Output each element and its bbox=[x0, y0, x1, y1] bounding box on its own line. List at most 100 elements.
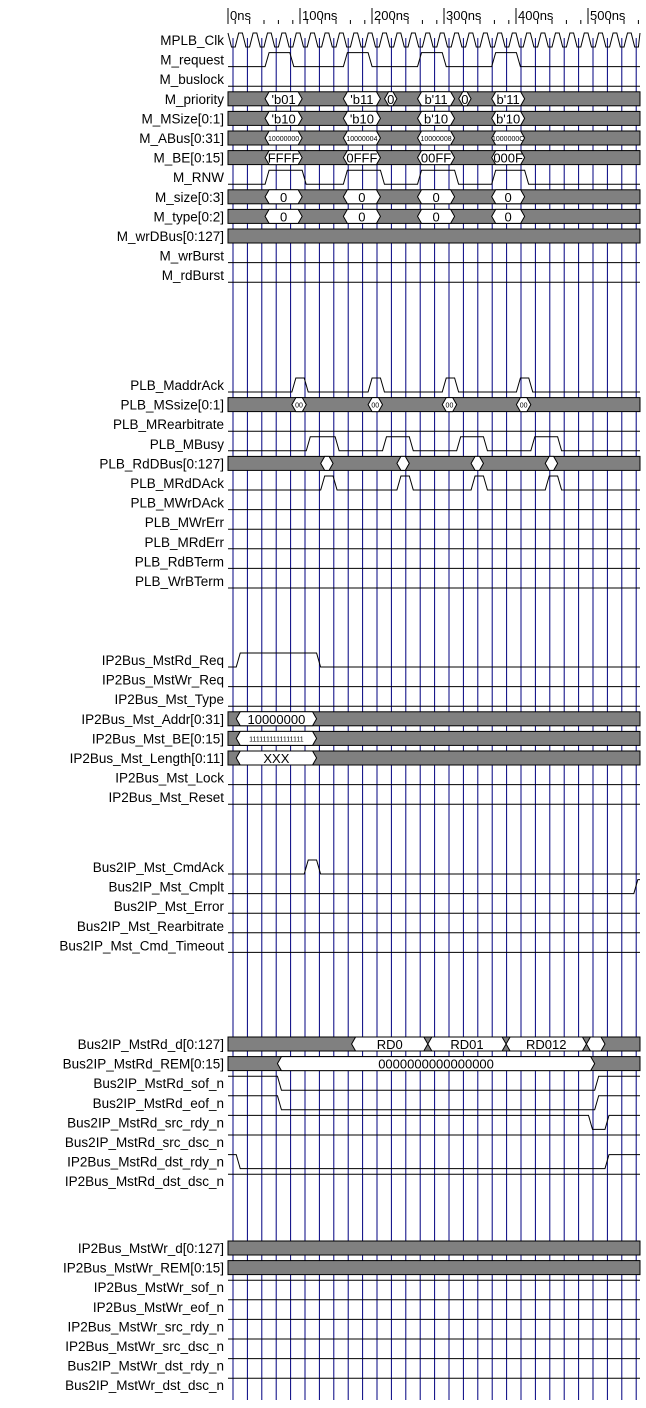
signal-name: Bus2IP_Mst_CmdAck bbox=[93, 860, 225, 875]
signal-name: IP2Bus_Mst_Addr[0:31] bbox=[81, 712, 224, 727]
signal-name: Bus2IP_MstRd_d[0:127] bbox=[78, 1037, 224, 1052]
waveform bbox=[228, 377, 640, 393]
signal-name: PLB_WrBTerm bbox=[135, 574, 224, 589]
bus-value-segment bbox=[544, 455, 559, 471]
signal-name: MPLB_Clk bbox=[160, 33, 224, 48]
signal-name: M_type[0:2] bbox=[153, 209, 224, 224]
time-label: 300ns bbox=[446, 8, 482, 23]
bus-value-segment bbox=[342, 91, 382, 107]
bus-value-segment bbox=[276, 1056, 596, 1072]
signal-name: PLB_MWrErr bbox=[145, 515, 225, 530]
signal-name: IP2Bus_MstWr_src_rdy_n bbox=[67, 1319, 224, 1334]
bus-undefined bbox=[227, 228, 641, 244]
signal-name: PLB_MRearbitrate bbox=[113, 417, 224, 432]
bus-value-label: 'b10 bbox=[350, 111, 374, 126]
bus-value-segment bbox=[470, 455, 485, 471]
signal-name: IP2Bus_MstWr_Req bbox=[102, 673, 224, 688]
signal-name: PLB_RdDBus[0:127] bbox=[99, 456, 224, 471]
signal-name: PLB_MRdErr bbox=[144, 535, 224, 550]
bus-value-segment bbox=[416, 189, 456, 205]
bus-value-segment bbox=[416, 150, 456, 166]
bus-value-segment bbox=[264, 208, 303, 224]
waveform bbox=[228, 859, 640, 875]
signal-name: Bus2IP_Mst_Cmd_Timeout bbox=[59, 938, 224, 953]
bus-value-label: 0 bbox=[505, 209, 512, 224]
bus-value-segment bbox=[458, 91, 472, 107]
signal-name: Bus2IP_MstRd_sof_n bbox=[93, 1076, 224, 1091]
bus-undefined bbox=[227, 1260, 641, 1276]
signal-name: PLB_MBusy bbox=[150, 437, 225, 452]
bus-value-segment bbox=[291, 397, 307, 413]
bus-value-label: 0FFF bbox=[346, 151, 377, 166]
signal-group-plb-slave-response: PLB_MaddrAck PLB_MSsize[0:1] 00 00 00 00 PLB_M… bbox=[99, 377, 641, 589]
bus-value-segment bbox=[416, 130, 456, 146]
bus-undefined bbox=[227, 397, 641, 413]
waveform bbox=[228, 169, 640, 185]
waveform bbox=[228, 652, 640, 668]
bus-value-label: 0 bbox=[432, 190, 439, 205]
bus-value-label: 'b10 bbox=[272, 111, 296, 126]
bus-value-label: 0 bbox=[280, 209, 287, 224]
bus-value-label: XXX bbox=[263, 751, 289, 766]
bus-value-segment bbox=[235, 750, 318, 766]
bus-value-segment bbox=[342, 110, 382, 126]
signal-group-write-ll-interface: IP2Bus_MstWr_d[0:127] IP2Bus_MstWr_REM[0:… bbox=[63, 1240, 641, 1393]
bus-value-label: RD012 bbox=[526, 1037, 566, 1052]
waveform bbox=[228, 52, 640, 68]
signal-name: M_ABus[0:31] bbox=[139, 131, 224, 146]
bus-value-label: FFFF bbox=[268, 151, 300, 166]
signal-name: Bus2IP_MstRd_REM[0:15] bbox=[63, 1057, 224, 1072]
bus-value-segment bbox=[342, 150, 382, 166]
signal-name: IP2Bus_Mst_BE[0:15] bbox=[92, 731, 224, 746]
bus-value-label: 'b11 bbox=[350, 92, 373, 107]
signal-name: IP2Bus_Mst_Reset bbox=[108, 790, 224, 805]
waveform bbox=[228, 1095, 640, 1111]
bus-value-label: 00 bbox=[520, 403, 528, 410]
bus-value-label: 0 bbox=[387, 92, 394, 107]
signal-name: PLB_MRdDAck bbox=[130, 476, 224, 491]
bus-value-label: 10000004 bbox=[346, 136, 377, 143]
signal-name: M_BE[0:15] bbox=[153, 151, 224, 166]
bus-value-label: 000F bbox=[493, 151, 523, 166]
signal-name: Bus2IP_Mst_Rearbitrate bbox=[77, 919, 224, 934]
bus-value-label: b'11 bbox=[497, 92, 520, 107]
signal-name: IP2Bus_Mst_Length[0:11] bbox=[70, 751, 224, 766]
bus-value-segment bbox=[264, 130, 303, 146]
bus-value-segment bbox=[383, 91, 398, 107]
waveform bbox=[227, 32, 641, 48]
bus-value-label: 10000000 bbox=[247, 712, 305, 727]
bus-value-segment bbox=[264, 150, 303, 166]
signal-name: IP2Bus_MstWr_d[0:127] bbox=[78, 1241, 224, 1256]
bus-value-segment bbox=[491, 208, 526, 224]
bus-value-segment bbox=[235, 730, 318, 746]
signal-name: M_buslock bbox=[159, 72, 224, 87]
signal-name: IP2Bus_Mst_Lock bbox=[115, 771, 224, 786]
waveform bbox=[228, 1154, 640, 1170]
signal-name: IP2Bus_MstRd_dst_rdy_n bbox=[67, 1155, 224, 1170]
bus-value-segment bbox=[342, 130, 382, 146]
time-label: 100ns bbox=[302, 8, 338, 23]
bus-value-label: 00FF bbox=[421, 151, 451, 166]
bus-value-label: 'b01 bbox=[272, 92, 296, 107]
bus-value-segment bbox=[235, 711, 318, 727]
signal-name: Bus2IP_MstRd_src_rdy_n bbox=[67, 1115, 224, 1130]
signal-name: M_wrDBus[0:127] bbox=[117, 229, 224, 244]
bus-value-segment bbox=[585, 1036, 606, 1052]
signal-name: PLB_MaddrAck bbox=[130, 378, 224, 393]
bus-value-segment bbox=[264, 189, 303, 205]
time-axis: 0ns 100ns 200ns 300ns 400ns 500ns bbox=[227, 8, 639, 24]
signal-name: IP2Bus_MstRd_Req bbox=[102, 653, 224, 668]
bus-value-label: 0 bbox=[280, 190, 287, 205]
signal-name: M_MSize[0:1] bbox=[141, 111, 224, 126]
bus-value-label: 0 bbox=[432, 209, 439, 224]
signal-name: M_request bbox=[160, 53, 224, 68]
signal-name: Bus2IP_MstRd_src_dsc_n bbox=[65, 1135, 224, 1150]
bus-value-segment bbox=[342, 189, 382, 205]
bus-value-segment bbox=[416, 208, 456, 224]
signal-name: Bus2IP_MstRd_eof_n bbox=[93, 1096, 224, 1111]
bus-value-label: 00 bbox=[371, 403, 379, 410]
waveform bbox=[228, 879, 640, 895]
signal-name: M_RNW bbox=[173, 170, 224, 185]
bus-undefined bbox=[227, 730, 641, 746]
